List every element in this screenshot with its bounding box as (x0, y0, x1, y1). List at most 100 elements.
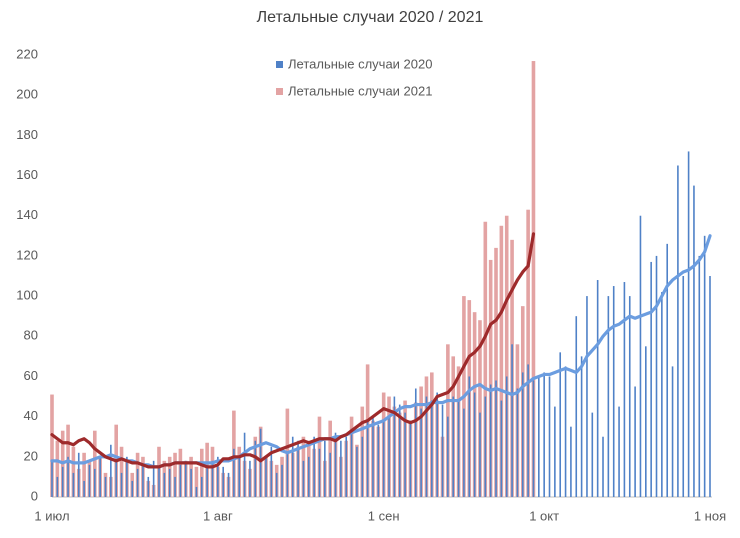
bar (329, 452, 331, 497)
bar (655, 255, 658, 497)
y-tick-label: 180 (16, 127, 38, 142)
bar (163, 472, 166, 497)
bar (538, 376, 540, 497)
y-tick-label: 200 (16, 87, 38, 102)
y-tick-label: 120 (16, 247, 38, 262)
bar (131, 480, 134, 497)
bar (104, 476, 107, 497)
bar (291, 436, 294, 497)
bar (361, 436, 364, 497)
bar (554, 406, 556, 497)
bar (618, 406, 620, 497)
bar (334, 432, 337, 497)
bar (634, 386, 636, 497)
bar (499, 225, 504, 498)
bar (184, 460, 187, 497)
bar (393, 396, 396, 497)
bar (126, 456, 128, 497)
trend-line (50, 232, 536, 469)
bar (527, 364, 529, 497)
bar (147, 476, 150, 497)
bar (179, 464, 182, 497)
bar (345, 436, 348, 497)
bar (505, 376, 508, 497)
bar (488, 259, 493, 497)
bar (484, 396, 487, 497)
bar (420, 408, 422, 497)
bar (350, 428, 353, 497)
bar (158, 466, 160, 497)
bar (199, 448, 204, 497)
bar (687, 151, 690, 497)
bar (645, 346, 647, 497)
bar (254, 440, 257, 497)
bar (500, 400, 503, 497)
bar (388, 416, 390, 497)
x-tick-label: 1 июл (34, 508, 69, 523)
bar (398, 404, 401, 497)
bar (61, 466, 64, 497)
bar (693, 185, 695, 497)
bar (243, 432, 246, 497)
bar (324, 440, 326, 497)
bar (270, 446, 273, 497)
bar (72, 472, 75, 497)
bar (639, 215, 642, 497)
bar (671, 366, 674, 497)
bar (473, 392, 476, 497)
bar (194, 466, 199, 497)
legend-swatch (276, 88, 283, 95)
x-tick-label: 1 ноя (694, 508, 726, 523)
bar (575, 316, 578, 497)
x-tick-label: 1 окт (529, 508, 559, 523)
bar (483, 221, 488, 497)
legend-label: Летальные случаи 2021 (288, 83, 432, 98)
bar (495, 380, 497, 497)
bar (50, 394, 54, 497)
bar (265, 456, 267, 497)
bar (173, 452, 177, 497)
bar (580, 356, 583, 497)
bar (313, 436, 315, 497)
bar (698, 255, 701, 497)
bar (602, 436, 604, 497)
bar (206, 464, 208, 497)
bar (441, 404, 444, 497)
bar (628, 296, 631, 497)
bar (457, 400, 460, 497)
bar (217, 456, 219, 497)
bar (596, 280, 599, 497)
bar (93, 468, 96, 497)
bar (623, 282, 626, 497)
legend-swatch (276, 61, 283, 68)
bar (436, 392, 438, 497)
bar (222, 466, 224, 497)
bar (195, 486, 198, 497)
y-tick-label: 40 (24, 408, 38, 423)
bar (414, 388, 417, 497)
bar (377, 424, 380, 497)
bar (677, 165, 679, 497)
bar (703, 235, 706, 497)
y-tick-label: 220 (16, 46, 38, 61)
bar (650, 261, 652, 497)
bar (67, 456, 69, 497)
bar (531, 61, 536, 497)
y-tick-label: 60 (24, 368, 38, 383)
bar (591, 412, 594, 497)
bar (356, 446, 358, 497)
bar (468, 376, 471, 497)
y-tick-label: 160 (16, 167, 38, 182)
bar (88, 464, 91, 497)
bar (190, 468, 192, 497)
bar (404, 412, 406, 497)
bar (82, 452, 86, 497)
bar (307, 456, 310, 497)
bar (526, 209, 530, 497)
bar (297, 440, 299, 497)
y-tick-label: 0 (31, 488, 38, 503)
y-tick-label: 140 (16, 207, 38, 222)
bar (142, 464, 144, 497)
bar (447, 416, 449, 497)
